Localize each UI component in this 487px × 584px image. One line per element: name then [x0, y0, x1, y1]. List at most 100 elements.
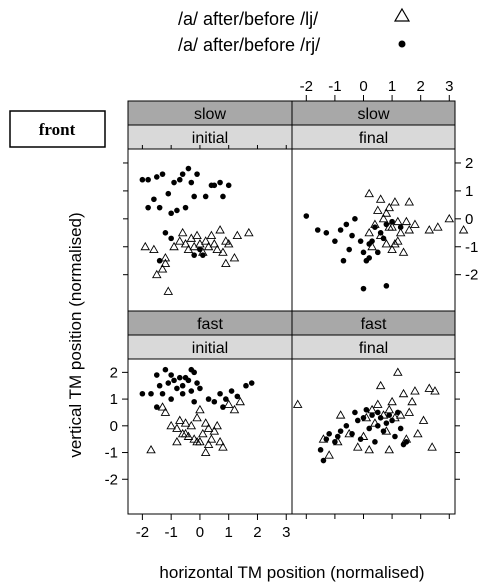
data-point-rj [243, 382, 249, 389]
data-point-lj [390, 197, 400, 206]
data-point-rj [320, 457, 327, 464]
data-point-rj [349, 431, 355, 437]
data-point-lj [404, 197, 415, 206]
data-point-lj [358, 431, 369, 440]
data-point-rj [323, 229, 330, 236]
data-point-lj [195, 239, 205, 248]
data-point-lj [209, 239, 220, 248]
data-point-lj [375, 230, 386, 240]
data-point-lj [407, 396, 417, 406]
data-point-lj [413, 428, 423, 438]
data-point-rj [323, 436, 330, 442]
data-point-rj [220, 404, 226, 410]
x-tick-label-bottom: -1 [164, 524, 177, 541]
data-point-lj [404, 407, 415, 416]
data-point-rj [340, 257, 347, 264]
data-point-rj [343, 423, 350, 429]
data-point-lj [180, 428, 191, 438]
data-point-rj [228, 388, 235, 394]
data-point-lj [203, 423, 214, 432]
data-point-lj [177, 428, 188, 438]
data-point-rj [334, 433, 341, 440]
data-point-rj [191, 398, 197, 405]
data-point-rj [211, 398, 218, 405]
data-point-lj [172, 436, 182, 446]
data-point-lj [192, 436, 202, 446]
axes: -2 -1 0 1 2 3 -2 -1 0 1 2 3 -2 -1 0 1 2 -2 -1 0 1 2 [105, 78, 479, 541]
data-point-rj [314, 227, 321, 233]
data-point-rj [171, 179, 177, 186]
data-point-lj [186, 233, 197, 242]
data-point-rj [223, 396, 229, 402]
y-tick-label-right: -1 [465, 239, 478, 256]
data-point-lj [404, 225, 415, 234]
data-point-lj [384, 444, 395, 454]
data-point-lj [183, 431, 194, 440]
data-point-rj [380, 428, 387, 434]
data-point-lj [235, 396, 245, 406]
data-point-rj [248, 380, 255, 386]
data-point-lj [418, 415, 429, 424]
data-point-rj [389, 417, 395, 424]
data-point-rj [217, 179, 223, 186]
data-point-rj [360, 414, 367, 421]
data-point-rj [392, 433, 398, 440]
data-point-lj [370, 418, 380, 427]
data-point-rj [168, 372, 174, 378]
data-point-lj [395, 227, 406, 237]
data-point-rj [374, 249, 381, 256]
panel-fast-final: fast final [291, 310, 456, 515]
strip-position-label: initial [192, 340, 228, 357]
x-tick-label-top: 1 [388, 78, 396, 95]
data-point-rj [397, 425, 404, 432]
data-point-lj [160, 258, 171, 267]
panel-slow-final: slow final [291, 100, 469, 312]
x-tick-label-top: 0 [359, 78, 367, 95]
data-point-rj [360, 285, 367, 292]
data-point-rj [211, 182, 218, 189]
data-point-rj [205, 396, 212, 402]
panel-slow-initial: slow initial [127, 100, 293, 312]
y-tick-label-left: -1 [105, 445, 118, 462]
data-point-lj [195, 436, 205, 446]
data-point-rj [366, 255, 373, 261]
data-point-rj [317, 447, 324, 453]
data-point-rj [188, 179, 195, 186]
data-point-rj [202, 193, 209, 200]
data-point-rj [182, 204, 189, 211]
data-point-rj [197, 385, 203, 392]
data-point-rj [191, 252, 197, 258]
data-point-rj [354, 417, 361, 424]
data-point-lj [200, 236, 211, 245]
data-point-lj [427, 442, 437, 451]
data-point-lj [381, 208, 392, 217]
data-point-rj [332, 238, 338, 244]
data-point-rj [343, 221, 350, 228]
y-tick-label-right: 2 [465, 155, 473, 172]
data-point-lj [433, 222, 443, 231]
y-tick-label-right: -2 [465, 267, 478, 284]
data-point-rj [145, 176, 151, 183]
data-point-lj [218, 442, 228, 451]
data-point-lj [223, 239, 234, 248]
data-point-rj [176, 374, 183, 381]
x-tick-label-bottom: 0 [196, 524, 204, 541]
data-point-lj [200, 447, 211, 456]
data-point-rj [352, 409, 358, 416]
legend-label-rj: /a/ after/before /rj/ [178, 35, 320, 55]
data-point-rj [369, 412, 375, 418]
data-point-lj [393, 216, 403, 226]
data-point-rj [185, 377, 192, 384]
data-point-rj [395, 409, 401, 416]
data-point-rj [377, 229, 384, 236]
data-point-rj [153, 372, 160, 378]
data-point-lj [221, 258, 231, 267]
data-point-rj [188, 366, 195, 373]
data-point-rj [174, 385, 180, 392]
data-point-rj [357, 238, 364, 244]
data-point-rj [337, 428, 344, 434]
strip-position-label: final [359, 130, 388, 147]
legend: /a/ after/before /lj/ /a/ after/before /… [178, 7, 411, 55]
data-point-lj [166, 420, 176, 430]
data-point-lj [146, 444, 156, 454]
